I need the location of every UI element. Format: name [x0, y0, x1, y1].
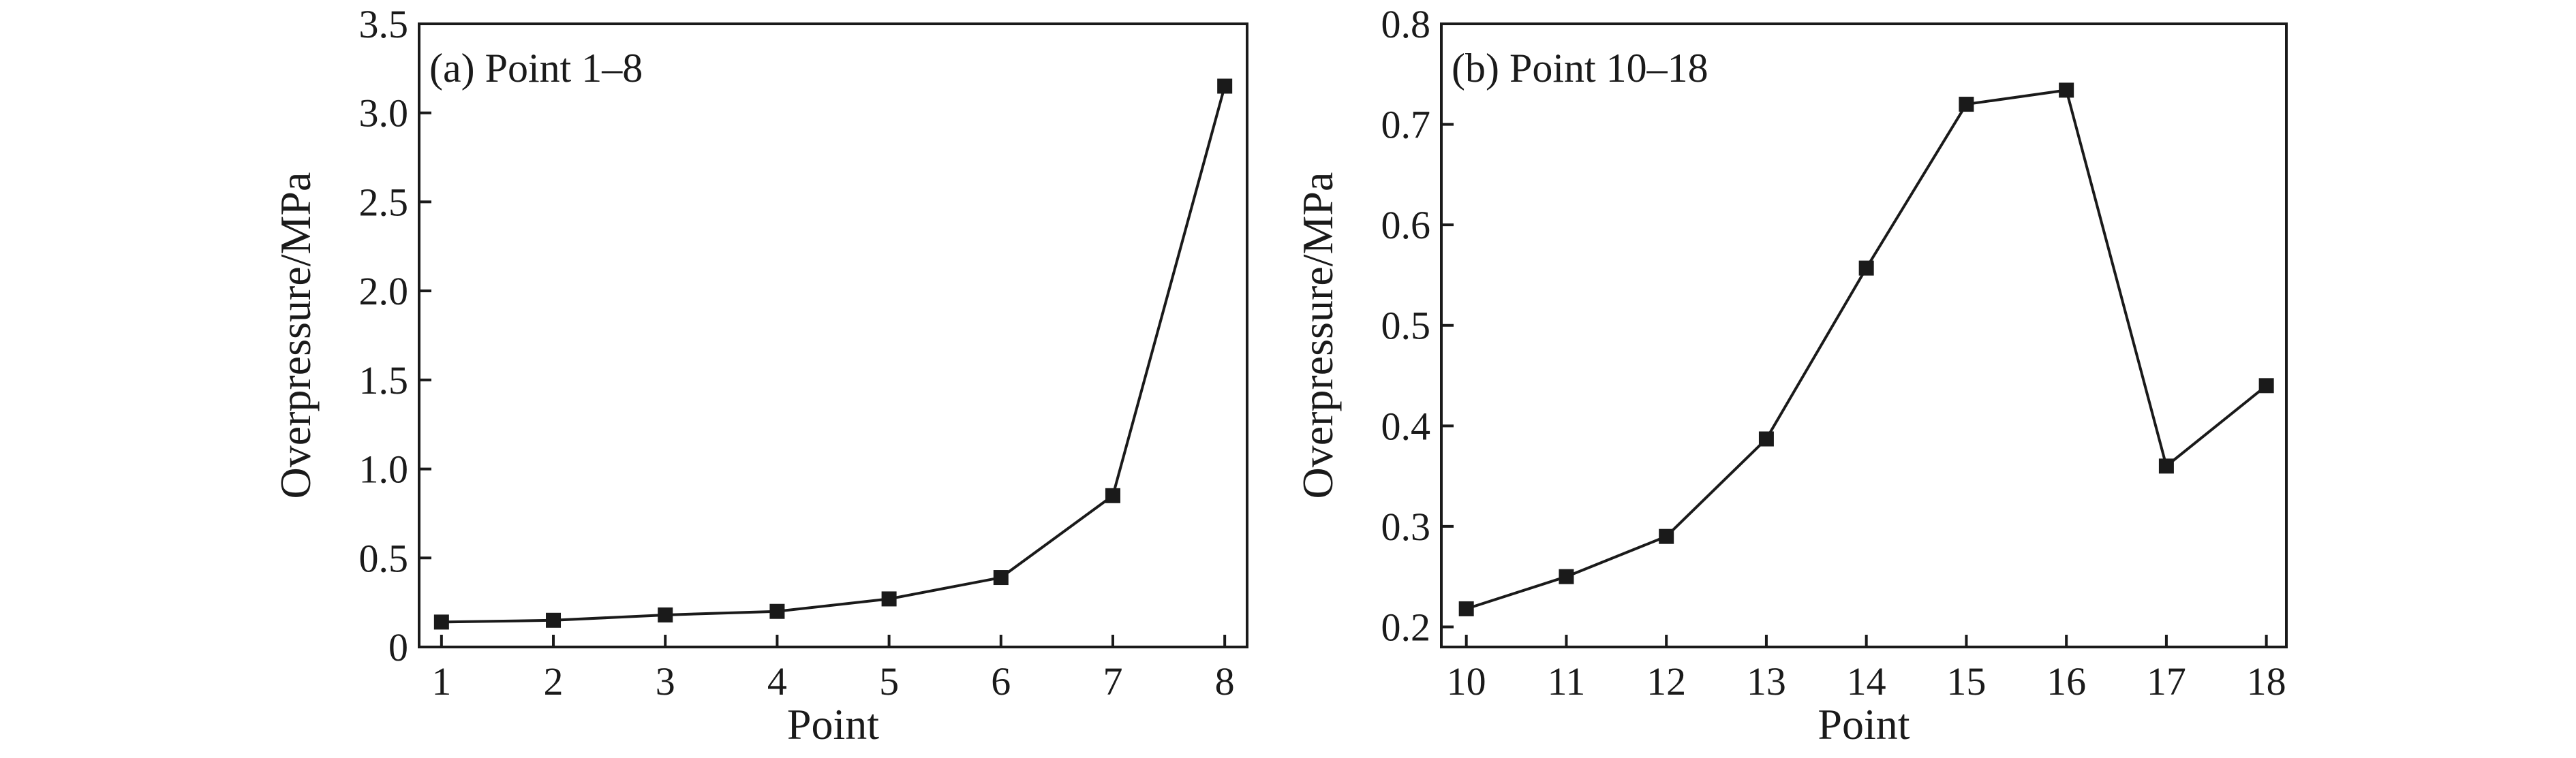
y-tick-label: 1.5 [359, 358, 409, 402]
data-point [2258, 378, 2274, 394]
data-point [433, 614, 449, 630]
data-point [1105, 488, 1120, 503]
data-point [1659, 528, 1674, 544]
data-point [1758, 431, 1774, 447]
x-tick-label: 18 [2247, 659, 2286, 704]
y-tick-label: 3.5 [359, 2, 409, 46]
data-point [993, 570, 1009, 586]
y-tick-label: 1.0 [359, 447, 409, 492]
data-point [658, 607, 673, 622]
x-tick-label: 3 [656, 659, 675, 704]
y-tick-label: 2.5 [359, 180, 409, 224]
x-axis-title: Point [1818, 700, 1910, 748]
panel-title: (a) Point 1–8 [429, 46, 643, 91]
x-axis-title: Point [787, 700, 879, 748]
y-axis-title: Overpressure/MPa [1293, 172, 1342, 499]
y-tick-label: 0.5 [359, 536, 409, 580]
x-tick-label: 7 [1103, 659, 1122, 704]
series-line [1466, 89, 2267, 610]
data-point [2059, 82, 2074, 98]
panel-title: (b) Point 10–18 [1452, 46, 1708, 91]
x-tick-label: 17 [2147, 659, 2186, 704]
y-tick-label: 0.6 [1381, 203, 1431, 247]
panel-a: 0 0.5 1.0 1.5 2.0 2.5 3.0 3.5 1 2 3 4 5 6 7 8 Point Overp… [271, 2, 1248, 748]
y-tick-label: 3.0 [359, 91, 409, 136]
plot-frame [1440, 22, 2288, 648]
x-tick-label: 12 [1646, 659, 1686, 704]
x-tick-label: 11 [1548, 659, 1586, 704]
plot-frame [418, 22, 1248, 648]
series-line [441, 85, 1227, 624]
x-tick-label: 2 [544, 659, 564, 704]
y-tick-label: 2.0 [359, 269, 409, 313]
x-tick-label: 10 [1447, 659, 1486, 704]
x-tick-label: 1 [431, 659, 451, 704]
data-point [881, 591, 897, 607]
x-tick-label: 4 [767, 659, 787, 704]
y-axis-title: Overpressure/MPa [271, 172, 320, 499]
data-point [2158, 458, 2174, 474]
x-tick-label: 15 [1946, 659, 1986, 704]
x-tick-label: 13 [1747, 659, 1786, 704]
data-point [1217, 78, 1233, 94]
data-point [1458, 601, 1474, 616]
x-tick-label: 14 [1847, 659, 1886, 704]
y-tick-label: 0.5 [1381, 304, 1431, 348]
data-point [546, 612, 562, 628]
data-point [1858, 260, 1874, 276]
x-tick-label: 5 [879, 659, 899, 704]
y-tick-label: 0.4 [1381, 404, 1431, 448]
x-tick-label: 6 [991, 659, 1011, 704]
y-tick-label: 0.2 [1381, 605, 1431, 649]
panel-b: 0.2 0.3 0.4 0.5 0.6 0.7 0.8 10 11 12 13 14 15 16 17 18 P… [1293, 2, 2288, 748]
x-tick-label: 16 [2046, 659, 2086, 704]
y-tick-label: 0.8 [1381, 2, 1431, 46]
y-tick-label: 0 [388, 625, 408, 669]
data-point [1959, 97, 1974, 112]
x-tick-label: 8 [1215, 659, 1235, 704]
data-point [1559, 569, 1574, 584]
data-point [769, 603, 785, 619]
y-tick-label: 0.7 [1381, 103, 1431, 147]
y-tick-label: 0.3 [1381, 505, 1431, 549]
